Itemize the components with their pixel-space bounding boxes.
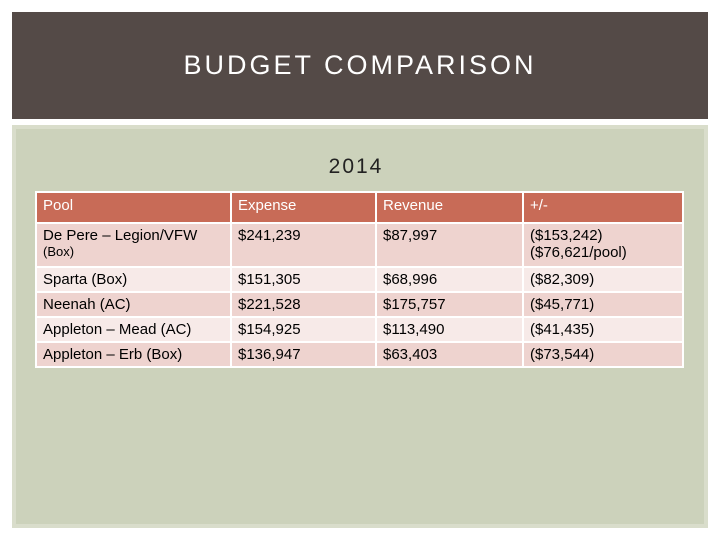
expense-cell: $154,925 (230, 316, 377, 343)
expense-cell: $241,239 (230, 222, 377, 268)
table-row: Neenah (AC) $221,528 $175,757 ($45,771) (35, 291, 684, 318)
difference-cell: ($82,309) (522, 266, 684, 293)
pool-name: De Pere – Legion/VFW (43, 227, 198, 244)
pool-cell: De Pere – Legion/VFW (Box) (35, 222, 232, 268)
table-row: Appleton – Mead (AC) $154,925 $113,490 (… (35, 316, 684, 343)
expense-cell: $151,305 (230, 266, 377, 293)
pool-cell: Appleton – Mead (AC) (35, 316, 232, 343)
header-pool: Pool (35, 191, 232, 224)
table-row: Sparta (Box) $151,305 $68,996 ($82,309) (35, 266, 684, 293)
pool-cell: Sparta (Box) (35, 266, 232, 293)
revenue-cell: $68,996 (375, 266, 524, 293)
revenue-cell: $175,757 (375, 291, 524, 318)
difference-per-pool: ($76,621/pool) (530, 244, 627, 261)
header-revenue: Revenue (375, 191, 524, 224)
revenue-cell: $113,490 (375, 316, 524, 343)
expense-cell: $136,947 (230, 341, 377, 368)
table-header-row: Pool Expense Revenue +/- (35, 191, 684, 224)
difference-total: ($153,242) (530, 227, 603, 244)
difference-cell: ($73,544) (522, 341, 684, 368)
budget-table: Pool Expense Revenue +/- De Pere – Legio… (35, 191, 684, 368)
title-bar: BUDGET COMPARISON (12, 12, 708, 119)
expense-cell: $221,528 (230, 291, 377, 318)
pool-type: (Box) (43, 244, 75, 259)
pool-cell: Neenah (AC) (35, 291, 232, 318)
difference-cell: ($45,771) (522, 291, 684, 318)
revenue-cell: $63,403 (375, 341, 524, 368)
pool-cell: Appleton – Erb (Box) (35, 341, 232, 368)
header-difference: +/- (522, 191, 684, 224)
header-expense: Expense (230, 191, 377, 224)
difference-cell: ($153,242) ($76,621/pool) (522, 222, 684, 268)
slide-title: BUDGET COMPARISON (183, 50, 537, 80)
slide-subtitle: 2014 (328, 155, 384, 178)
table-row: Appleton – Erb (Box) $136,947 $63,403 ($… (35, 341, 684, 368)
difference-cell: ($41,435) (522, 316, 684, 343)
table-row: De Pere – Legion/VFW (Box) $241,239 $87,… (35, 222, 684, 268)
revenue-cell: $87,997 (375, 222, 524, 268)
